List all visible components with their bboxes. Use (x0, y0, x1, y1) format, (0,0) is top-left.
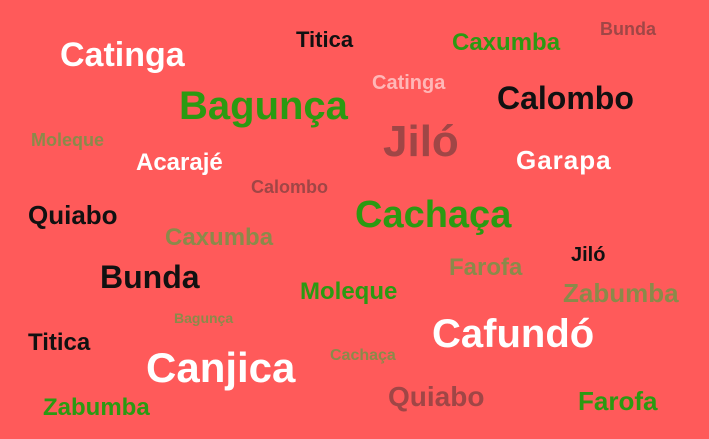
word-jilo-small: Jiló (571, 244, 606, 266)
word-cachaca-small: Cachaça (330, 347, 396, 364)
word-titica-top: Titica (296, 27, 354, 52)
word-farofa-mid: Farofa (449, 254, 523, 281)
word-zabumba-right: Zabumba (563, 278, 679, 308)
word-farofa-bottom: Farofa (578, 386, 658, 416)
word-cafundo-large: Cafundó (432, 312, 595, 356)
word-calombo-large: Calombo (497, 80, 634, 116)
word-calombo-small: Calombo (251, 177, 329, 197)
word-bagunca-tiny: Bagunça (174, 310, 234, 326)
word-garapa: Garapa (516, 145, 612, 175)
word-caxumba-top: Caxumba (452, 29, 561, 56)
word-catinga-small: Catinga (372, 72, 446, 94)
word-canjica-large: Canjica (146, 344, 296, 391)
word-bagunca-large: Bagunça (179, 84, 348, 128)
word-quiabo-left: Quiabo (28, 200, 118, 230)
word-zabumba-bottom: Zabumba (43, 394, 150, 421)
word-acaraje: Acarajé (136, 149, 223, 176)
word-bunda-top: Bunda (600, 19, 656, 39)
word-catinga-large: Catinga (60, 36, 185, 74)
word-jilo-large: Jiló (383, 117, 459, 166)
word-cachaca-large: Cachaça (355, 194, 512, 236)
word-moleque-small: Moleque (31, 130, 105, 150)
word-caxumba-mid: Caxumba (165, 224, 274, 251)
word-titica-left: Titica (28, 329, 91, 356)
word-quiabo-bottom: Quiabo (388, 381, 485, 412)
word-bunda-mid: Bunda (100, 259, 200, 295)
word-moleque-mid: Moleque (300, 278, 398, 305)
